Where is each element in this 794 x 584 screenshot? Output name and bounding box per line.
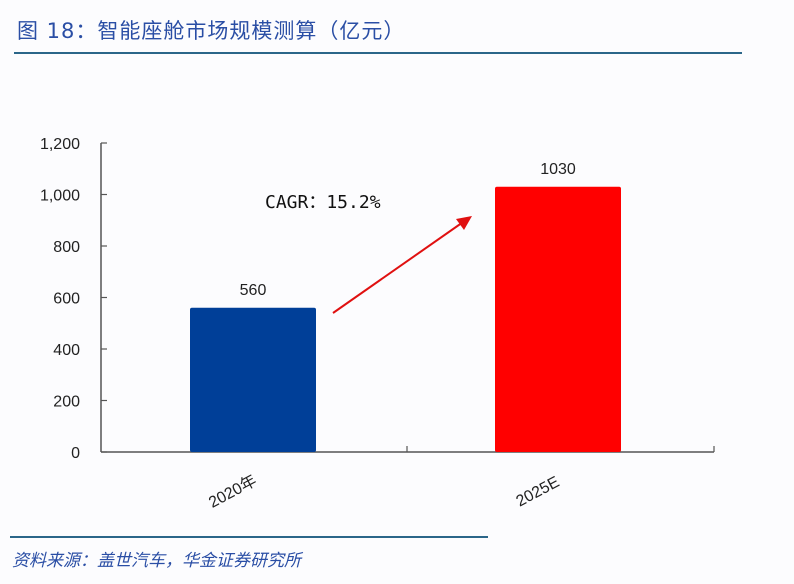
y-tick-label: 0 — [71, 445, 80, 462]
bar-1 — [495, 186, 621, 452]
y-tick-label: 800 — [53, 239, 80, 256]
x-tick-label: 2020年 — [206, 472, 260, 512]
y-tick-label: 200 — [53, 394, 80, 411]
title-divider — [14, 52, 742, 54]
x-axis-labels: 2020年 2025E — [206, 472, 563, 512]
y-tick-label: 1,000 — [40, 188, 80, 205]
source-divider — [10, 536, 488, 538]
bars: 560 1030 — [190, 161, 621, 452]
y-tick-label: 1,200 — [40, 136, 80, 153]
bar-value-label: 1030 — [540, 161, 576, 178]
y-tick-label: 600 — [53, 291, 80, 308]
source-note: 资料来源：盖世汽车，华金证券研究所 — [12, 551, 301, 571]
y-axis-ticks: 0 200 400 600 800 1,000 1,200 — [40, 136, 107, 462]
cagr-annotation: CAGR：15.2% — [265, 192, 381, 213]
chart-title: 图 18：智能座舱市场规模测算（亿元） — [17, 19, 406, 43]
bar-0 — [190, 307, 316, 452]
cagr-arrow — [332, 216, 472, 314]
bar-value-label: 560 — [240, 282, 267, 299]
y-tick-label: 400 — [53, 342, 80, 359]
x-tick-label: 2025E — [513, 474, 562, 511]
